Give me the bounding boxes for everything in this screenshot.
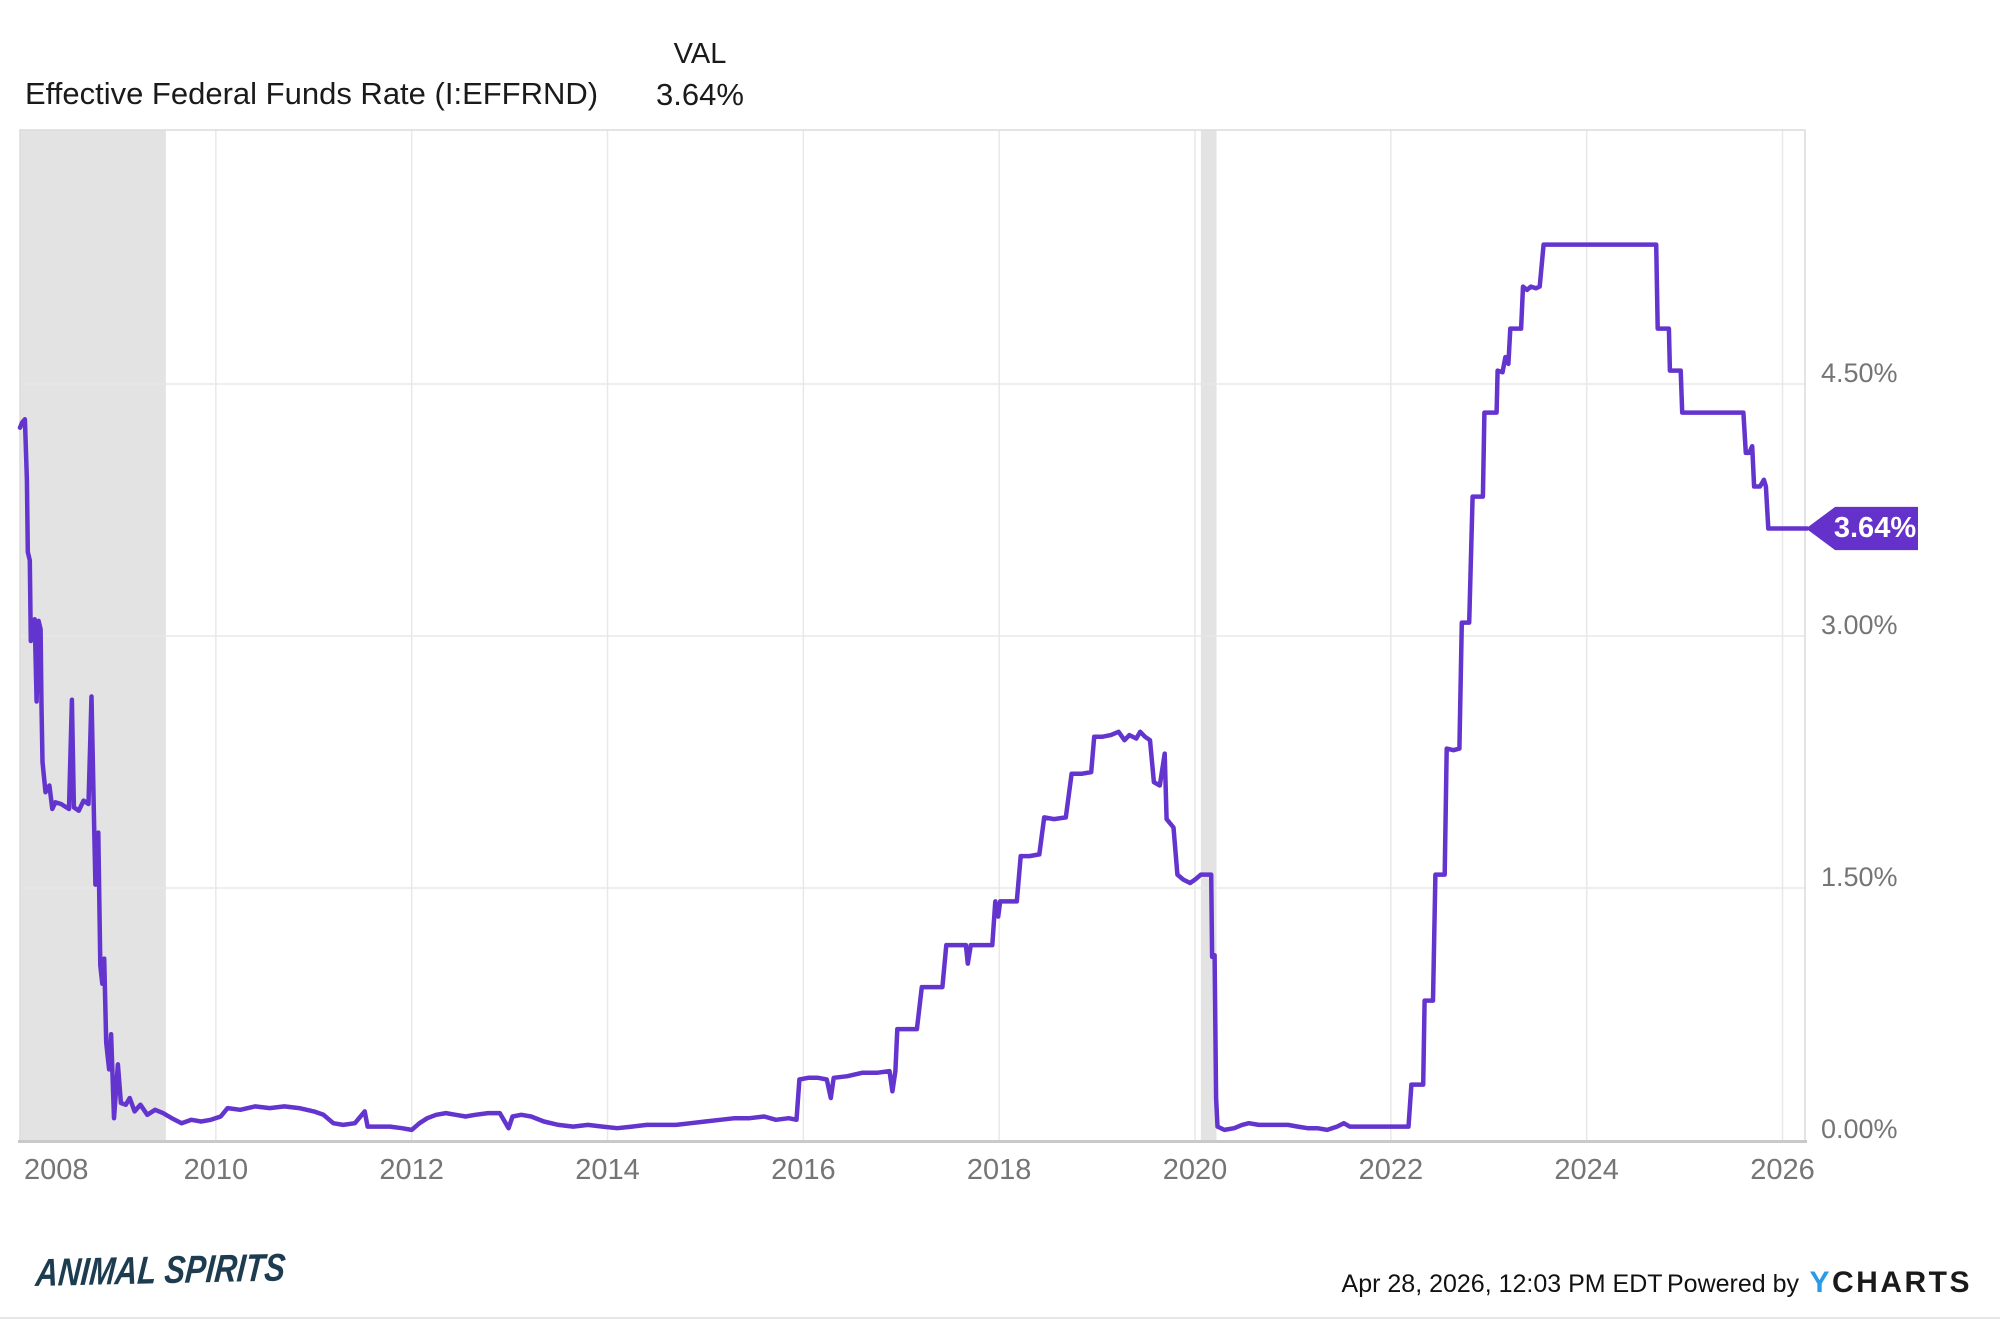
x-tick-label: 2008 xyxy=(24,1154,89,1186)
last-value-label: 3.64% xyxy=(1833,512,1917,544)
y-tick-label: 4.50% xyxy=(1821,358,1898,388)
panel-bottom-border xyxy=(0,1317,2000,1319)
animal-spirits-logo: Animal Spirits xyxy=(34,1244,288,1295)
recession-band xyxy=(20,130,166,1140)
ycharts-logo-y: Y xyxy=(1809,1266,1832,1299)
value-column-header: VAL xyxy=(673,38,727,70)
x-tick-label: 2024 xyxy=(1554,1154,1619,1186)
chart-title: Effective Federal Funds Rate (I:EFFRND) xyxy=(25,76,599,111)
powered-by-label: Powered by xyxy=(1667,1270,1800,1298)
y-tick-label: 1.50% xyxy=(1821,862,1898,892)
x-tick-label: 2016 xyxy=(771,1154,836,1186)
x-tick-label: 2026 xyxy=(1750,1154,1815,1186)
y-tick-label: 3.00% xyxy=(1821,610,1898,640)
x-tick-label: 2018 xyxy=(966,1154,1032,1186)
timestamp: Apr 28, 2026, 12:03 PM EDT xyxy=(1341,1270,1663,1298)
y-tick-label: 0.00% xyxy=(1821,1114,1898,1144)
ycharts-logo[interactable]: YCHARTS xyxy=(1809,1266,1972,1299)
current-value: 3.64% xyxy=(656,77,744,112)
plot-border xyxy=(19,129,1806,1140)
x-tick-label: 2010 xyxy=(183,1154,249,1186)
x-tick-label: 2014 xyxy=(575,1154,640,1186)
attribution-bar: Apr 28, 2026, 12:03 PM EDT Powered by YC… xyxy=(1342,1266,1972,1300)
ycharts-logo-charts: CHARTS xyxy=(1832,1266,1972,1299)
x-tick-label: 2022 xyxy=(1358,1154,1424,1186)
effr-line-series xyxy=(17,242,1810,1133)
x-tick-label: 2012 xyxy=(379,1154,444,1186)
x-tick-label: 2020 xyxy=(1162,1154,1228,1186)
